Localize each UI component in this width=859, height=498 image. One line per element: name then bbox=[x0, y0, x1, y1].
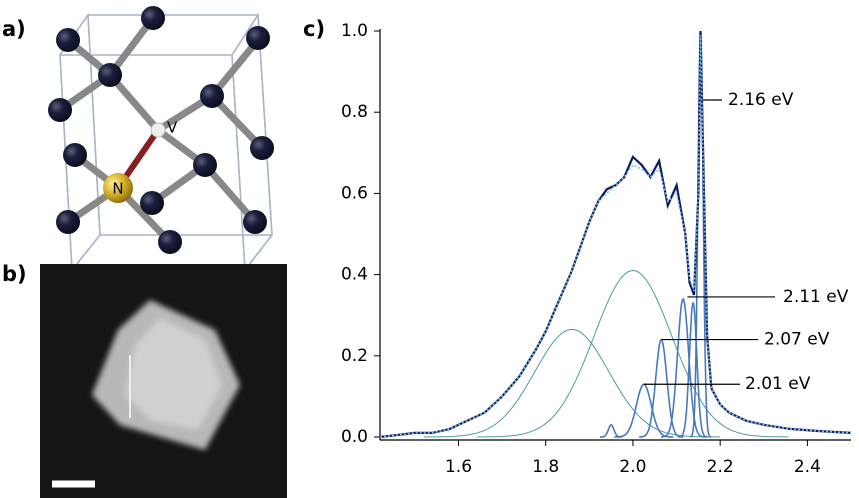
panel-label: b) bbox=[2, 262, 27, 286]
spectrum-plot: 0.0 0.2 0.4 0.6 0.8 1.0 1.6 1.8 2.0 2.2 2.4 2.16 eV… bbox=[341, 21, 852, 477]
y-tick-label: 0.2 bbox=[341, 346, 368, 366]
crystal-structure: N V bbox=[48, 6, 274, 273]
microscope-image bbox=[40, 264, 287, 498]
x-tick-label: 1.6 bbox=[445, 457, 472, 477]
y-tick-label: 0.0 bbox=[341, 427, 368, 447]
x-tick-label: 1.8 bbox=[532, 457, 559, 477]
x-tick-label: 2.2 bbox=[707, 457, 734, 477]
annotation: 2.16 eV bbox=[728, 90, 794, 110]
atom-label: N bbox=[112, 180, 123, 198]
fit-component bbox=[678, 301, 709, 438]
panel-label: c) bbox=[303, 17, 325, 41]
x-tick-label: 2.0 bbox=[619, 457, 646, 477]
fit-component bbox=[477, 269, 789, 438]
atom-label: V bbox=[167, 119, 178, 137]
y-tick-label: 0.4 bbox=[341, 265, 368, 285]
annotation: 2.01 eV bbox=[745, 374, 811, 394]
fit-line bbox=[379, 35, 852, 438]
fit-component bbox=[660, 297, 706, 438]
y-tick-label: 0.8 bbox=[341, 102, 368, 122]
y-tick-label: 1.0 bbox=[341, 21, 368, 41]
annotation: 2.07 eV bbox=[764, 330, 830, 350]
fit-component bbox=[423, 328, 720, 438]
fit-component bbox=[614, 383, 674, 438]
y-tick-label: 0.6 bbox=[341, 183, 368, 203]
fit-component bbox=[600, 424, 623, 438]
panel-label: a) bbox=[2, 17, 26, 41]
annotation: 2.11 eV bbox=[783, 287, 849, 307]
x-tick-label: 2.4 bbox=[794, 457, 821, 477]
